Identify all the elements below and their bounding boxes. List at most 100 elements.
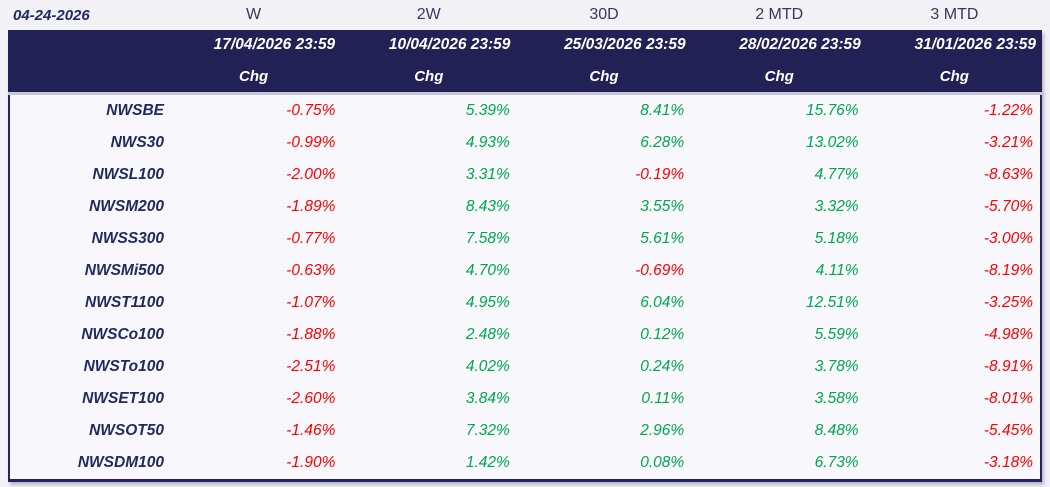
value-cell: -0.63% [286,262,336,279]
value-cell: -0.77% [286,230,336,247]
value-cell: -2.00% [286,166,336,183]
value-cell: 4.11% [815,262,859,279]
value-cell: 3.31% [465,166,510,183]
chg-label: Chg [764,67,794,85]
value-cell: -1.88% [286,326,336,343]
table-body: NWSBE -0.75% 5.39% 8.41% 15.76% -1.22% N… [8,95,1042,482]
value-cell: 8.41% [640,102,685,119]
value-cell: 3.78% [814,358,859,375]
value-cell: 6.73% [814,454,859,471]
value-cell: 7.58% [465,230,510,247]
value-cell: 8.43% [465,198,510,215]
chg-label: Chg [939,67,969,85]
as-of-date: 04-24-2026 [13,6,90,24]
row-label: NWSL100 [92,166,165,183]
value-cell: -8.01% [983,390,1033,407]
value-cell: 4.70% [465,262,510,279]
value-cell: 4.77% [814,166,859,183]
table-row: NWSS300 -0.77% 7.58% 5.61% 5.18% -3.00% [10,223,1040,255]
column-date: 17/04/2026 23:59 [213,36,336,53]
value-cell: 13.02% [806,134,859,151]
row-label: NWSET100 [82,390,164,407]
table-row: NWST1100 -1.07% 4.95% 6.04% 12.51% -3.25… [10,287,1040,319]
row-label: NWS30 [110,134,164,151]
value-cell: -8.19% [983,262,1033,279]
value-cell: 3.32% [814,198,859,215]
value-cell: 6.28% [640,134,685,151]
period-header-row: 04-24-2026 W 2W 30D 2 MTD 3 MTD [8,0,1042,30]
value-cell: -4.98% [983,326,1033,343]
table-row: NWSDM100 -1.90% 1.42% 0.08% 6.73% -3.18% [10,447,1040,479]
value-cell: 0.12% [640,326,685,343]
row-label: NWSCo100 [81,326,164,343]
chg-label: Chg [239,67,269,85]
table-row: NWSL100 -2.00% 3.31% -0.19% 4.77% -8.63% [10,159,1040,191]
value-cell: 0.11% [641,390,685,407]
value-cell: 5.61% [640,230,685,247]
value-cell: 0.24% [640,358,685,375]
value-cell: 0.08% [640,454,685,471]
value-cell: -0.99% [286,134,336,151]
period-label: 2 MTD [755,6,804,23]
value-cell: -3.21% [983,134,1033,151]
table-row: NWSCo100 -1.88% 2.48% 0.12% 5.59% -4.98% [10,319,1040,351]
table-row: NWSET100 -2.60% 3.84% 0.11% 3.58% -8.01% [10,383,1040,415]
period-label: 3 MTD [930,6,979,23]
value-cell: 3.58% [814,390,859,407]
value-cell: -1.07% [286,294,336,311]
value-cell: -1.90% [286,454,336,471]
column-date: 28/02/2026 23:59 [739,36,861,53]
row-label: NWSOT50 [89,422,164,439]
column-date: 10/04/2026 23:59 [388,36,511,53]
period-label: 30D [589,6,619,23]
value-cell: -0.75% [286,102,336,119]
value-cell: -1.89% [286,198,336,215]
row-label: NWST1100 [85,294,164,311]
value-cell: -3.18% [983,454,1033,471]
value-cell: -2.60% [286,390,336,407]
value-cell: 5.59% [814,326,859,343]
period-label: W [246,6,262,23]
period-label: 2W [416,6,441,23]
value-cell: 2.96% [640,422,685,439]
row-label: NWSMi500 [84,262,164,279]
table-row: NWSOT50 -1.46% 7.32% 2.96% 8.48% -5.45% [10,415,1040,447]
value-cell: -0.19% [635,166,685,183]
value-cell: 8.48% [814,422,859,439]
column-date: 31/01/2026 23:59 [914,36,1036,53]
value-cell: -5.45% [983,422,1033,439]
value-cell: -3.25% [983,294,1033,311]
value-cell: -1.46% [286,422,336,439]
value-cell: 5.18% [814,230,859,247]
row-label: NWSDM100 [77,454,164,471]
value-cell: 12.51% [806,294,859,311]
table-row: NWSTo100 -2.51% 4.02% 0.24% 3.78% -8.91% [10,351,1040,383]
value-cell: 4.93% [465,134,510,151]
value-cell: 4.95% [465,294,510,311]
value-cell: 4.02% [465,358,510,375]
value-cell: 5.39% [465,102,510,119]
value-cell: 2.48% [465,326,510,343]
value-cell: -8.91% [983,358,1033,375]
row-label: NWSTo100 [83,358,164,375]
value-cell: -2.51% [286,358,336,375]
value-cell: 7.32% [465,422,510,439]
value-cell: -0.69% [635,262,685,279]
column-date: 25/03/2026 23:59 [564,36,686,53]
row-label: NWSBE [106,102,164,119]
row-label: NWSS300 [91,230,164,247]
value-cell: 3.84% [465,390,510,407]
row-label: NWSM200 [89,198,164,215]
table-row: NWS30 -0.99% 4.93% 6.28% 13.02% -3.21% [10,127,1040,159]
chg-label: Chg [589,67,619,85]
table-row: NWSM200 -1.89% 8.43% 3.55% 3.32% -5.70% [10,191,1040,223]
value-cell: -1.22% [983,102,1033,119]
value-cell: 3.55% [640,198,685,215]
value-cell: -3.00% [983,230,1033,247]
value-cell: 6.04% [640,294,685,311]
table-header-band: 17/04/2026 23:59 10/04/2026 23:59 25/03/20… [8,30,1042,92]
performance-table: 17/04/2026 23:59 10/04/2026 23:59 25/03/20… [8,30,1042,482]
value-cell: 15.76% [806,102,859,119]
chg-row: Chg Chg Chg Chg Chg [8,60,1042,92]
value-cell: 1.42% [465,454,510,471]
